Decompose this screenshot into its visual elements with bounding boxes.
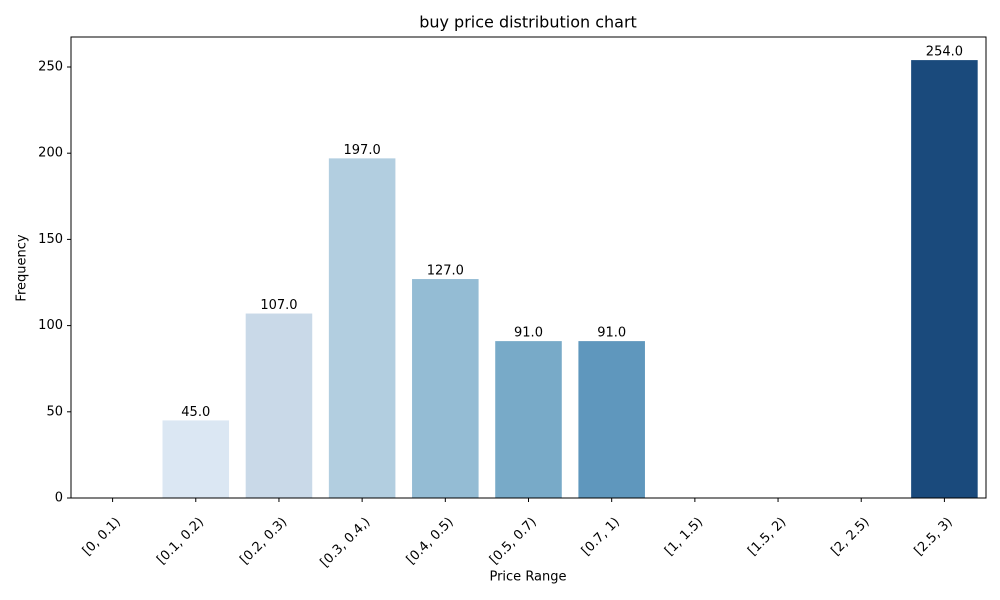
- value-label: 254.0: [926, 45, 963, 60]
- y-axis-label: Frequency: [15, 234, 30, 301]
- x-tick-label: [0.1, 0.2): [154, 515, 207, 568]
- x-axis-label: Price Range: [489, 570, 566, 585]
- x-tick-label: [0.7, 1): [579, 515, 623, 559]
- x-tick-label: [0.2, 0.3): [237, 515, 290, 568]
- value-label: 91.0: [514, 326, 543, 341]
- y-tick-label: 0: [55, 491, 63, 506]
- y-tick-label: 100: [38, 318, 63, 333]
- bar: [495, 341, 562, 498]
- value-label: 197.0: [344, 143, 381, 158]
- x-tick-label: [0.3, 0.4,): [318, 515, 374, 571]
- bar: [412, 279, 479, 498]
- value-label: 45.0: [181, 405, 210, 420]
- chart-title: buy price distribution chart: [419, 13, 637, 32]
- x-tick-label: [0.4, 0.5): [404, 515, 457, 568]
- bar: [328, 158, 396, 498]
- x-tick-label: [2, 2.5): [828, 515, 872, 559]
- bar: [578, 341, 645, 498]
- x-tick-label: [2.5, 3): [912, 515, 956, 559]
- x-tick-label: [0, 0.1): [80, 515, 124, 559]
- x-tick-label: [0.5, 0.7): [487, 515, 540, 568]
- value-label: 91.0: [597, 326, 626, 341]
- x-tick-label: [1, 1.5): [662, 515, 706, 559]
- x-tick-label: [1.5, 2): [745, 515, 789, 559]
- value-label: 127.0: [427, 264, 464, 279]
- bar: [911, 60, 978, 499]
- y-tick-label: 250: [38, 59, 63, 74]
- value-label: 107.0: [260, 298, 297, 313]
- bar: [162, 420, 230, 498]
- y-tick-label: 150: [38, 232, 63, 247]
- y-tick-label: 200: [38, 146, 63, 161]
- y-tick-label: 50: [46, 404, 63, 419]
- bar: [245, 313, 313, 498]
